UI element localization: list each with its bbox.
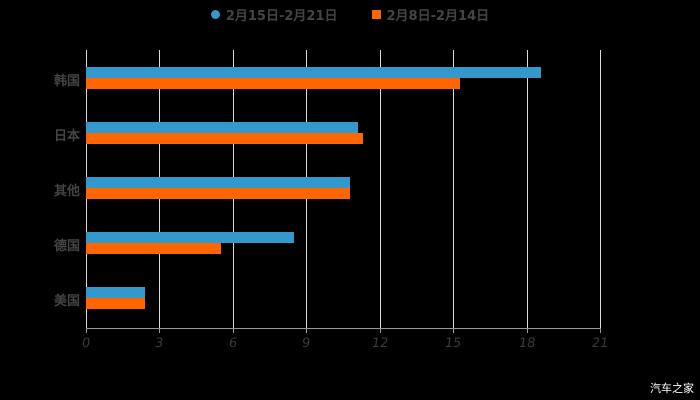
category-label: 美国 [53, 294, 80, 309]
category-label: 德国 [53, 239, 80, 254]
bar-series2[interactable] [86, 243, 221, 254]
x-tick-label: 0 [80, 336, 92, 351]
axis-tick [453, 328, 455, 333]
x-tick-label: 3 [154, 336, 165, 351]
legend-item-series1[interactable]: 2月15日-2月21日 [210, 4, 338, 24]
watermark: 汽车之家 [650, 382, 694, 395]
bar-series1[interactable] [86, 232, 295, 243]
x-tick-label: 9 [301, 336, 312, 351]
legend-marker-orange-icon [371, 9, 381, 19]
bar-series2[interactable] [86, 298, 145, 309]
axis-tick [379, 328, 381, 333]
bar-series1[interactable] [86, 67, 542, 78]
category-label: 其他 [53, 184, 80, 199]
bar-series1[interactable] [86, 287, 145, 298]
axis-tick [526, 328, 528, 333]
axis-tick [159, 328, 161, 333]
x-tick-label: 12 [370, 336, 390, 351]
x-tick-label: 6 [227, 336, 239, 351]
x-tick-label: 15 [443, 336, 463, 351]
legend-label-series1: 2月15日-2月21日 [225, 8, 338, 24]
legend-label-series2: 2月8日-2月14日 [386, 8, 490, 24]
x-tick-label: 18 [517, 336, 536, 351]
axis-tick [600, 328, 601, 333]
axis-tick [86, 328, 87, 333]
gridline [453, 50, 455, 328]
axis-tick [306, 328, 308, 333]
bar-series2[interactable] [86, 133, 363, 144]
gridline [600, 50, 601, 328]
legend-item-series2[interactable]: 2月8日-2月14日 [371, 4, 490, 24]
x-tick-label: 21 [590, 336, 610, 351]
gridline [526, 50, 528, 328]
bar-series1[interactable] [86, 122, 358, 133]
legend-marker-blue-icon [210, 9, 220, 19]
bar-series2[interactable] [86, 188, 351, 199]
chart-legend: 2月15日-2月21日 2月8日-2月14日 [0, 4, 700, 24]
axis-tick [232, 328, 234, 333]
bar-series1[interactable] [86, 177, 351, 188]
category-label: 韩国 [53, 74, 80, 89]
x-axis [86, 328, 601, 329]
category-label: 日本 [53, 129, 80, 144]
bar-series2[interactable] [86, 78, 461, 89]
gridline [379, 50, 381, 328]
